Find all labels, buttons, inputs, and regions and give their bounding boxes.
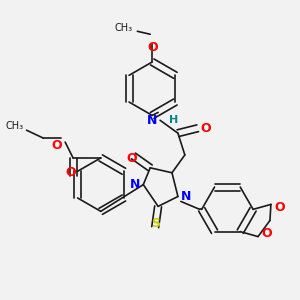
Text: O: O xyxy=(274,201,284,214)
Text: O: O xyxy=(201,122,211,135)
Text: CH₃: CH₃ xyxy=(5,121,24,131)
Text: O: O xyxy=(147,41,158,54)
Text: CH₃: CH₃ xyxy=(114,23,132,33)
Text: O: O xyxy=(261,226,272,239)
Text: O: O xyxy=(126,152,137,165)
Text: N: N xyxy=(130,178,140,191)
Text: N: N xyxy=(181,190,191,203)
Text: S: S xyxy=(151,217,160,230)
Text: O: O xyxy=(52,139,62,152)
Text: N: N xyxy=(147,114,157,127)
Text: H: H xyxy=(169,115,178,125)
Text: O: O xyxy=(66,166,76,179)
